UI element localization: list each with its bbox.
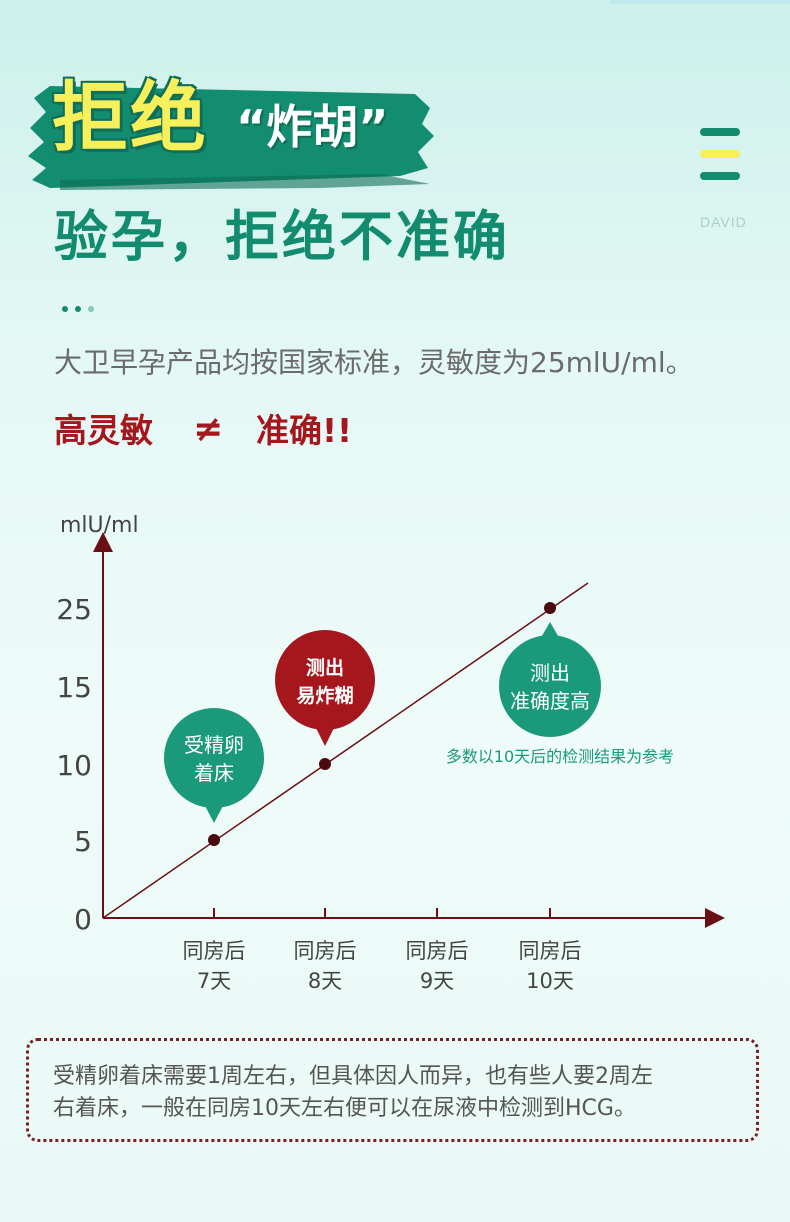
y-tick-label: 10 xyxy=(56,749,92,782)
sensitivity-description: 大卫早孕产品均按国家标准，灵敏度为25mlU/ml。 xyxy=(54,346,694,379)
headline-brush-background xyxy=(28,86,434,190)
menu-icon[interactable] xyxy=(700,128,740,182)
headline-sub: “炸胡” xyxy=(236,100,389,154)
chart-footnote: 多数以10天后的检测结果为参考 xyxy=(446,747,674,766)
warning-right: 准确!! xyxy=(256,411,353,450)
brand-text: DAVID xyxy=(700,214,747,230)
decorative-dots xyxy=(62,297,101,316)
x-tick-label: 同房后 8天 xyxy=(294,939,357,993)
warning-left: 高灵敏 xyxy=(54,411,153,450)
note-box: 受精卵着床需要1周左右，但具体因人而异，也有些人要2周左 右着床，一般在同房10… xyxy=(26,1038,759,1142)
page-subtitle: 验孕，拒绝不准确 xyxy=(54,205,510,268)
note-line-1: 受精卵着床需要1周左右，但具体因人而异，也有些人要2周左 xyxy=(53,1064,653,1089)
top-accent-bar xyxy=(610,0,790,4)
y-tick-label: 25 xyxy=(56,593,92,626)
data-point xyxy=(319,758,331,770)
x-tick-label: 同房后 7天 xyxy=(183,939,246,993)
x-tick-label: 同房后 9天 xyxy=(406,939,469,993)
annotation-text: 测出易炸糊 xyxy=(296,656,353,707)
y-tick-label: 0 xyxy=(74,903,92,936)
x-tick-label: 同房后 10天 xyxy=(519,939,582,993)
y-tick-label: 5 xyxy=(74,825,92,858)
annotation-text: 测出准确度高 xyxy=(510,661,590,713)
annotation-text: 受精卵着床 xyxy=(184,733,244,785)
y-tick-label: 15 xyxy=(56,671,92,704)
headline-main: 拒绝 xyxy=(52,73,208,162)
annotation-bubble: 受精卵着床 xyxy=(164,708,264,823)
trend-line xyxy=(102,582,589,919)
note-text: 受精卵着床需要1周左右，但具体因人而异，也有些人要2周左 右着床，一般在同房10… xyxy=(53,1061,743,1125)
not-equal-symbol: ≠ xyxy=(193,409,224,450)
y-axis-label: mlU/ml xyxy=(60,513,139,538)
annotation-bubble: 测出易炸糊 xyxy=(275,630,375,746)
data-point xyxy=(208,834,220,846)
annotation-bubble: 测出准确度高 xyxy=(499,622,601,737)
note-line-2: 右着床，一般在同房10天左右便可以在尿液中检测到HCG。 xyxy=(53,1096,636,1121)
data-point xyxy=(544,602,556,614)
